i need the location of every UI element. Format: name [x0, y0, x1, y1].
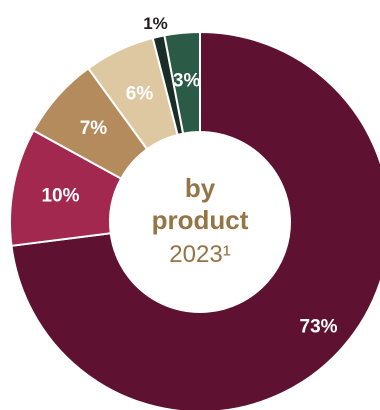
slice-label-1: 10%	[41, 185, 79, 206]
donut-slices	[9, 30, 380, 410]
center-label-year: 2023¹	[169, 241, 230, 268]
slice-label-3: 6%	[126, 84, 154, 105]
slice-0	[10, 30, 380, 410]
center-label-product: product	[152, 205, 249, 235]
slice-5	[163, 30, 201, 135]
center-label: by product 2023¹	[152, 173, 249, 268]
slice-label-2: 7%	[80, 118, 108, 139]
slice-labels: 73% 10% 7% 6% 1% 3%	[41, 14, 337, 338]
center-label-by: by	[185, 173, 216, 203]
slice-label-0: 73%	[300, 316, 338, 337]
slice-label-4: 1%	[143, 14, 168, 33]
slice-label-5: 3%	[173, 71, 201, 92]
